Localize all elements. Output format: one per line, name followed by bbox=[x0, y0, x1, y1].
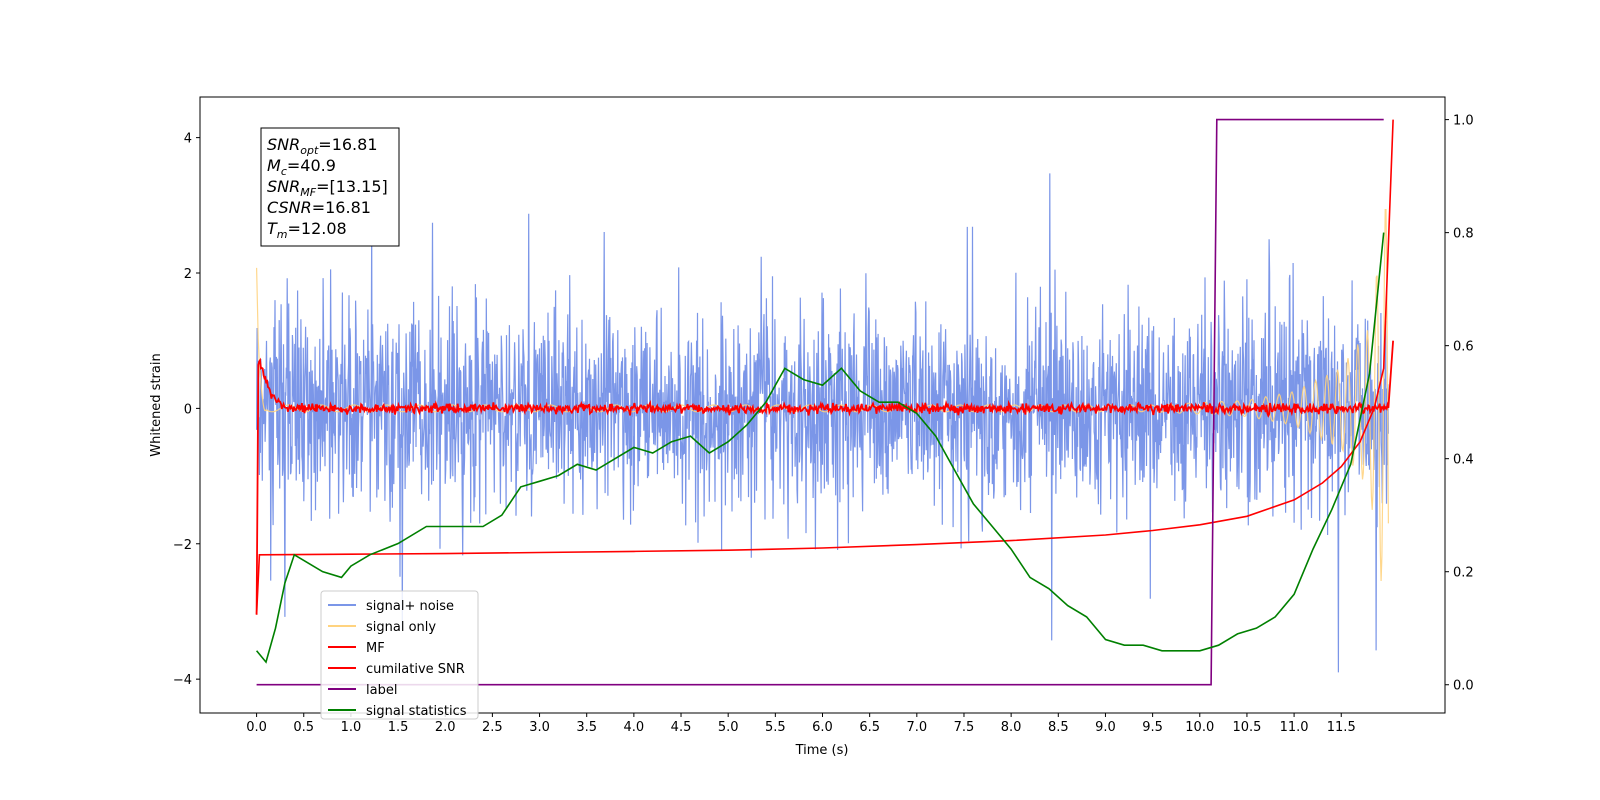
y-tick-label: 2 bbox=[184, 267, 192, 282]
series-line-label bbox=[256, 118, 1384, 686]
y-axis-label: Whitened strain bbox=[149, 353, 164, 456]
legend: signal+ noise signal only MF cumilative SNR… bbox=[320, 590, 479, 720]
legend-frame bbox=[320, 590, 479, 720]
x-tick-label: 6.0 bbox=[812, 720, 833, 735]
y-axis-left-ticks: −4 −2 0 2 4 bbox=[173, 132, 200, 688]
x-tick-label: 0.0 bbox=[246, 720, 267, 735]
legend-label: cumilative SNR bbox=[366, 662, 465, 677]
x-tick-label: 10.5 bbox=[1232, 720, 1261, 735]
annotation-line: Mc=40.9 bbox=[267, 156, 336, 178]
x-tick-label: 3.5 bbox=[576, 720, 597, 735]
y-right-tick-label: 0.0 bbox=[1453, 679, 1474, 694]
annotation-frame bbox=[260, 127, 400, 247]
x-tick-label: 7.0 bbox=[906, 720, 927, 735]
annotation-line: SNRMF=[13.15] bbox=[267, 177, 388, 199]
y-right-tick-label: 0.2 bbox=[1453, 566, 1474, 581]
x-tick-label: 5.5 bbox=[765, 720, 786, 735]
legend-label: signal only bbox=[366, 620, 436, 635]
y-tick-label: −2 bbox=[173, 538, 192, 553]
series-line-signal-plus-noise bbox=[256, 173, 1389, 673]
legend-label: signal+ noise bbox=[366, 599, 454, 614]
legend-label: label bbox=[366, 683, 397, 698]
x-tick-label: 6.5 bbox=[859, 720, 880, 735]
x-tick-label: 2.5 bbox=[482, 720, 503, 735]
x-tick-label: 2.0 bbox=[435, 720, 456, 735]
annotation-line: Tm=12.08 bbox=[267, 219, 347, 241]
x-tick-label: 9.5 bbox=[1142, 720, 1163, 735]
y-axis-right-ticks: 0.0 0.2 0.4 0.6 0.8 1.0 bbox=[1445, 114, 1474, 694]
y-right-tick-label: 0.6 bbox=[1453, 340, 1474, 355]
x-tick-label: 1.5 bbox=[388, 720, 409, 735]
y-tick-label: 4 bbox=[184, 132, 192, 147]
y-tick-label: −4 bbox=[173, 673, 192, 688]
y-right-tick-label: 0.4 bbox=[1453, 453, 1474, 468]
x-axis-label: Time (s) bbox=[795, 743, 849, 758]
x-tick-label: 1.0 bbox=[341, 720, 362, 735]
x-tick-label: 8.5 bbox=[1048, 720, 1069, 735]
series-layer bbox=[255, 118, 1394, 686]
annotation-box: SNRopt=16.81Mc=40.9SNRMF=[13.15]CSNR=16.… bbox=[260, 127, 400, 247]
x-tick-label: 5.0 bbox=[718, 720, 739, 735]
x-tick-label: 4.5 bbox=[671, 720, 692, 735]
x-tick-label: 10.0 bbox=[1185, 720, 1214, 735]
y-right-tick-label: 0.8 bbox=[1453, 227, 1474, 242]
x-tick-label: 3.0 bbox=[529, 720, 550, 735]
x-tick-label: 4.0 bbox=[624, 720, 645, 735]
x-tick-label: 0.5 bbox=[293, 720, 314, 735]
annotation-line: CSNR=16.81 bbox=[267, 198, 371, 217]
legend-label: signal statistics bbox=[366, 704, 467, 719]
x-tick-label: 9.0 bbox=[1095, 720, 1116, 735]
x-tick-label: 7.5 bbox=[954, 720, 975, 735]
x-axis-ticks: 0.0 0.5 1.0 1.5 2.0 2.5 3.0 3.5 4.0 4.5 5.0 5.5 6.0 6… bbox=[246, 713, 1356, 735]
annotation-line: SNRopt=16.81 bbox=[267, 135, 378, 157]
x-tick-label: 8.0 bbox=[1001, 720, 1022, 735]
series-line-signal-statistics bbox=[255, 232, 1385, 664]
x-tick-label: 11.0 bbox=[1280, 720, 1309, 735]
series-line-mf bbox=[255, 340, 1394, 615]
y-right-tick-label: 1.0 bbox=[1453, 114, 1474, 129]
legend-label: MF bbox=[366, 641, 385, 656]
y-tick-label: 0 bbox=[184, 402, 192, 417]
x-tick-label: 11.5 bbox=[1327, 720, 1356, 735]
